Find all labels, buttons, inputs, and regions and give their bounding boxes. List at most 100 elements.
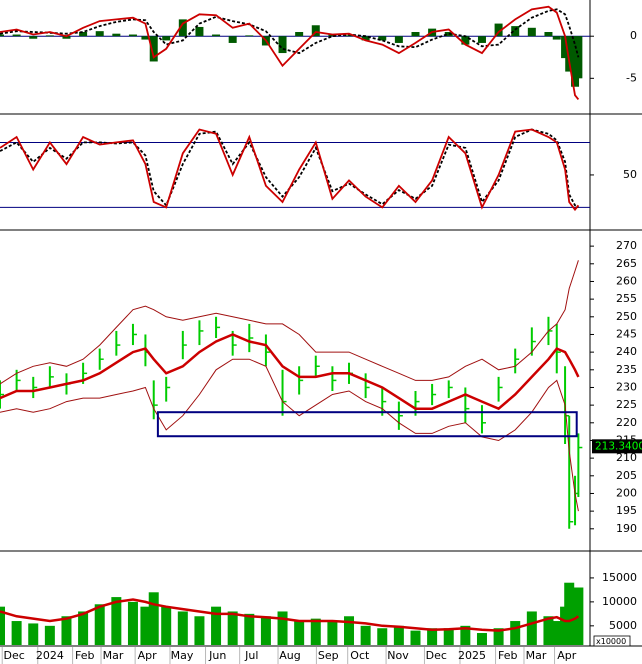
- x-tick-label: Feb: [498, 649, 517, 662]
- y-tick-label: 260: [616, 274, 637, 287]
- volume-bar: [327, 621, 338, 645]
- y-tick-label: 230: [616, 380, 637, 393]
- volume-bar: [294, 621, 305, 645]
- volume-bar: [476, 633, 487, 645]
- histogram-bar: [0, 34, 4, 37]
- volume-bar: [260, 616, 271, 645]
- histogram-bar: [544, 32, 553, 37]
- y-tick-label: 245: [616, 327, 637, 340]
- volume-bar: [11, 621, 22, 645]
- y-tick-label: 190: [616, 522, 637, 535]
- volume-bar: [551, 621, 562, 645]
- series-line: [0, 5, 580, 100]
- histogram-bar: [212, 34, 221, 37]
- y-tick-label: 0: [630, 29, 637, 42]
- x-tick-label: Mar: [526, 649, 547, 662]
- y-tick-label: -5: [626, 71, 637, 84]
- last-price-tag: [592, 439, 642, 454]
- series-line: [0, 598, 580, 632]
- volume-bar: [573, 587, 584, 645]
- volume-bar: [127, 601, 138, 645]
- histogram-bar: [95, 31, 104, 37]
- series-line: [0, 260, 579, 385]
- histogram-bar: [411, 32, 420, 37]
- x-tick-label: Aug: [279, 649, 300, 662]
- volume-bar: [360, 625, 371, 645]
- x-tick-label: Sep: [318, 649, 339, 662]
- histogram-bar: [311, 25, 320, 37]
- y-tick-label: 265: [616, 257, 637, 270]
- series-line: [0, 358, 579, 512]
- histogram-bar: [195, 26, 204, 37]
- volume-bar: [510, 621, 521, 645]
- series-line: [0, 333, 580, 411]
- volume-bar: [94, 604, 105, 645]
- support-box: [156, 411, 578, 438]
- volume-bar: [194, 616, 205, 645]
- histogram-bar: [361, 36, 370, 41]
- x-tick-label: 2025: [458, 649, 486, 662]
- histogram-bar: [378, 36, 387, 41]
- x-tick-label: 2024: [36, 649, 64, 662]
- y-tick-label: 15000: [602, 571, 637, 584]
- x-tick-label: Mar: [103, 649, 124, 662]
- volume-bar: [111, 597, 122, 645]
- volume-bar: [427, 628, 438, 645]
- y-tick-label: 205: [616, 469, 637, 482]
- volume-bar: [161, 606, 172, 645]
- volume-bar: [564, 582, 575, 645]
- x-tick-label: Feb: [75, 649, 94, 662]
- x-tick-label: Oct: [350, 649, 370, 662]
- histogram-bar: [62, 36, 71, 39]
- histogram-bar: [29, 36, 38, 39]
- volume-bar: [0, 606, 5, 645]
- histogram-bar: [295, 32, 304, 37]
- y-tick-label: 200: [616, 486, 637, 499]
- histogram-bar: [461, 36, 470, 45]
- histogram-bar: [12, 34, 21, 37]
- y-tick-label: 195: [616, 504, 637, 517]
- histogram-bar: [565, 36, 574, 72]
- volume-bar: [277, 611, 288, 645]
- volume-bar: [344, 616, 355, 645]
- y-tick-label: 225: [616, 398, 637, 411]
- volume-bar: [211, 606, 222, 645]
- x-tick-label: Apr: [138, 649, 158, 662]
- histogram-bar: [394, 36, 403, 43]
- histogram-bar: [128, 34, 137, 37]
- volume-bar: [148, 592, 159, 645]
- y-tick-label: 250: [616, 310, 637, 323]
- volume-bar: [493, 628, 504, 645]
- volume-bar: [526, 611, 537, 645]
- series-line: [0, 128, 580, 212]
- histogram-bar: [345, 35, 354, 37]
- histogram-bar: [511, 26, 520, 37]
- y-tick-label: 210: [616, 451, 637, 464]
- volume-bar: [393, 625, 404, 645]
- volume-bar: [244, 613, 255, 645]
- unit-box: [593, 635, 631, 647]
- last-price-label: 213.3400: [595, 440, 642, 452]
- histogram-bar: [278, 36, 287, 54]
- histogram-bar: [178, 19, 187, 37]
- x-tick-label: Dec: [426, 649, 447, 662]
- histogram-bar: [494, 23, 503, 37]
- y-tick-label: 235: [616, 363, 637, 376]
- volume-bar: [460, 625, 471, 645]
- volume-bar: [543, 616, 554, 645]
- y-tick-label: 270: [616, 239, 637, 252]
- histogram-bar: [141, 36, 150, 40]
- y-tick-label: 5000: [609, 619, 637, 632]
- volume-bar: [443, 628, 454, 645]
- x-tick-label: Dec: [3, 649, 24, 662]
- volume-bar: [44, 625, 55, 645]
- x-tick-label: Jul: [244, 649, 258, 662]
- y-tick-label: 240: [616, 345, 637, 358]
- histogram-bar: [228, 36, 237, 43]
- histogram-bar: [245, 35, 254, 37]
- y-tick-label: 50: [623, 168, 637, 181]
- volume-bar: [28, 623, 39, 645]
- x-tick-label: Apr: [557, 649, 577, 662]
- histogram-bar: [79, 32, 88, 37]
